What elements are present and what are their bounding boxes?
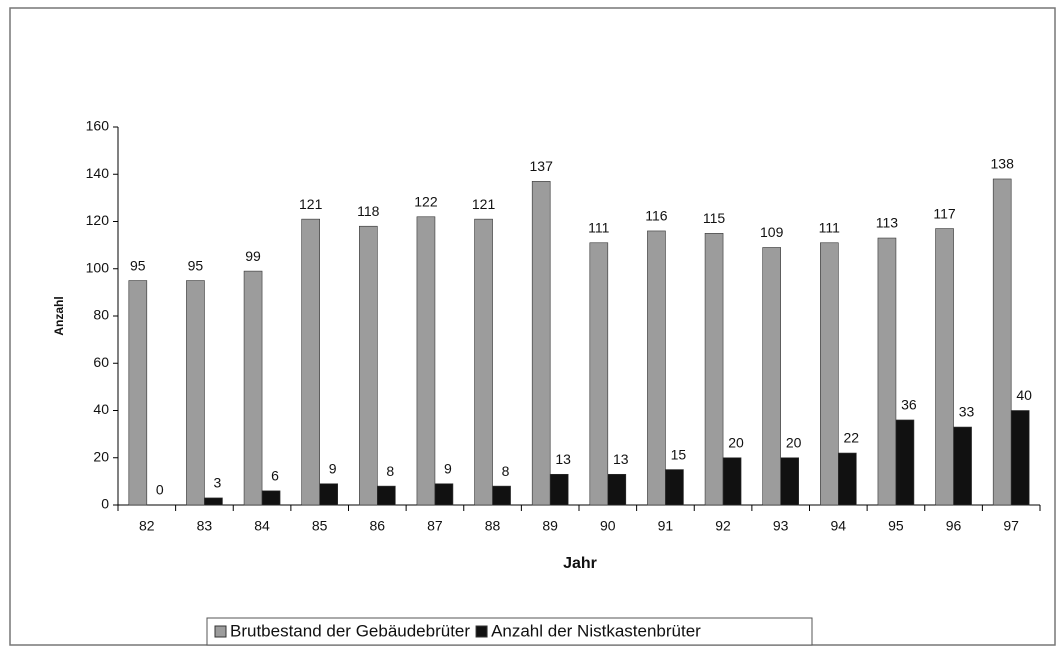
x-tick-label: 96 [946,518,962,534]
bar [474,218,493,506]
bar [647,230,666,506]
data-label: 13 [613,451,629,467]
data-label: 122 [414,193,438,209]
y-axis-label: Anzahl [52,296,66,335]
bar [531,181,551,506]
y-tick-label: 80 [93,307,109,323]
data-label: 9 [444,460,452,476]
data-label: 8 [502,463,510,479]
x-tick-label: 95 [888,518,904,534]
bar [589,242,609,506]
bar [762,247,781,506]
data-label: 95 [130,257,146,273]
bar [377,485,396,506]
legend-box [206,617,813,646]
data-label: 0 [156,482,164,498]
data-label: 121 [472,196,496,212]
bar [953,426,972,506]
data-label: 138 [991,156,1015,172]
data-label: 111 [588,219,609,235]
data-label: 36 [901,397,917,413]
bar [665,469,684,506]
y-tick-label: 40 [93,401,109,417]
bar [935,228,954,506]
bar [722,457,742,506]
data-label: 9 [329,460,337,476]
x-tick-label: 82 [139,518,155,534]
bar [780,457,799,506]
data-label: 6 [271,468,279,484]
x-tick-label: 88 [485,518,501,534]
x-tick-label: 90 [600,518,616,534]
y-tick-label: 100 [86,259,110,275]
y-tick-label: 60 [93,354,109,370]
data-label: 15 [671,446,687,462]
y-tick-label: 0 [101,496,109,512]
bar [319,483,338,506]
bar [607,473,627,506]
data-label: 99 [245,248,261,264]
data-label: 40 [1016,387,1032,403]
x-tick-label: 92 [715,518,731,534]
x-tick-label: 97 [1003,518,1019,534]
x-tick-label: 85 [312,518,328,534]
data-label: 109 [760,224,784,240]
bar [704,233,724,506]
x-tick-label: 87 [427,518,443,534]
data-label: 118 [357,203,380,219]
bar [261,490,281,506]
bar [416,216,436,506]
bar [359,225,378,506]
x-axis-label: Jahr [563,555,597,572]
legend-swatch [214,625,227,638]
x-tick-label: 93 [773,518,789,534]
x-tick-label: 86 [370,518,386,534]
data-label: 22 [844,430,860,446]
data-label: 121 [299,196,323,212]
bar [128,280,148,506]
bar [186,280,205,506]
bar [204,497,223,506]
x-tick-label: 84 [254,518,270,534]
legend-label: Brutbestand der Gebäudebrüter [230,621,470,640]
x-tick-label: 83 [197,518,213,534]
bar [434,483,454,506]
bar [492,485,511,506]
data-label: 111 [819,219,840,235]
legend-label: Anzahl der Nistkastenbrüter [491,621,701,640]
bar [895,419,915,506]
bar [301,218,320,506]
x-tick-label: 94 [831,518,847,534]
y-tick-label: 20 [93,448,109,464]
bar [992,178,1012,506]
data-label: 137 [530,158,554,174]
x-tick-label: 91 [658,518,674,534]
bar [820,242,839,506]
data-label: 20 [728,434,744,450]
bar [1010,410,1030,506]
data-label: 95 [188,257,204,273]
bar [549,473,569,506]
x-tick-label: 89 [542,518,558,534]
bar [838,452,857,506]
data-label: 20 [786,434,802,450]
y-tick-label: 140 [86,165,110,181]
data-label: 117 [933,205,956,221]
legend-swatch [475,625,488,638]
y-tick-label: 120 [86,212,110,228]
data-label: 3 [214,475,222,491]
data-label: 115 [703,210,726,226]
data-label: 113 [876,215,899,231]
bar [243,270,263,506]
y-tick-label: 160 [86,118,110,134]
bar [877,237,897,506]
data-label: 13 [555,451,571,467]
data-label: 116 [645,208,668,224]
data-label: 33 [959,404,975,420]
data-label: 8 [386,463,394,479]
